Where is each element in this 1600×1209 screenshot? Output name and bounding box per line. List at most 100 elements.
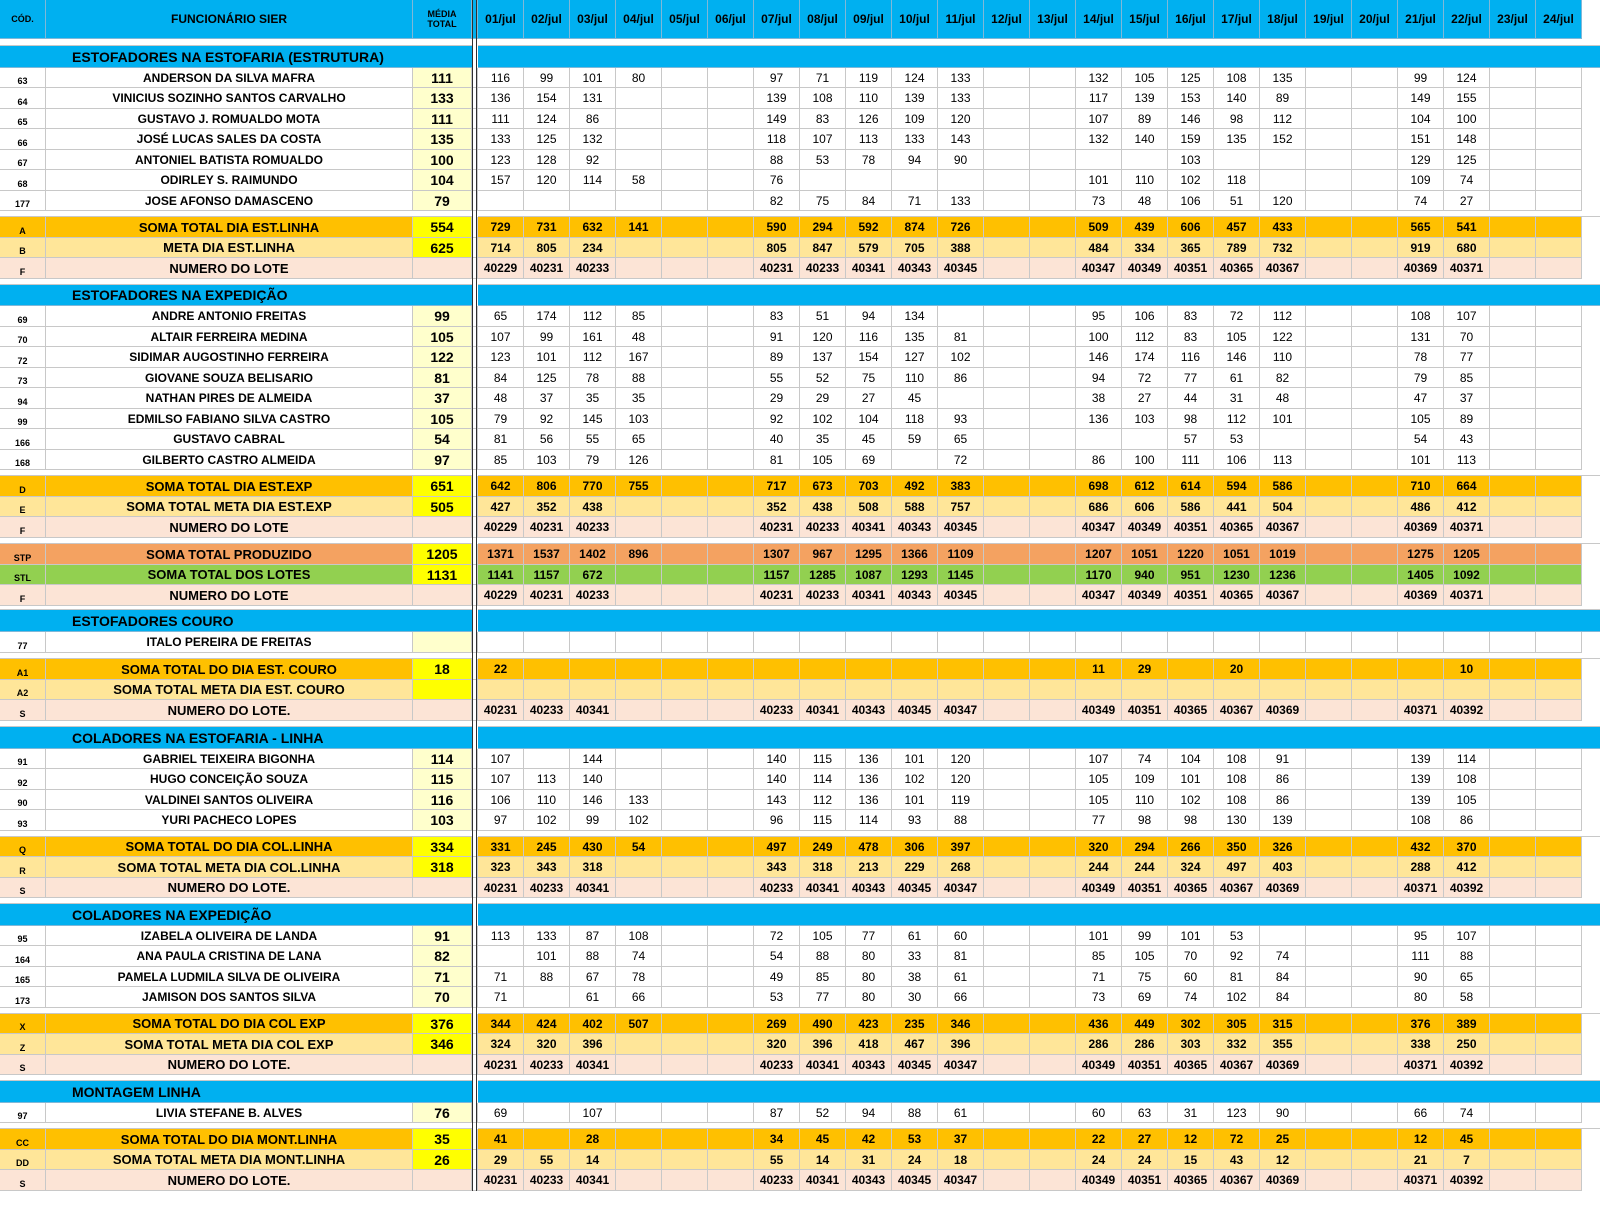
day-cell[interactable]: 40351 xyxy=(1168,517,1214,538)
day-cell[interactable]: 85 xyxy=(1444,368,1490,388)
employee-name[interactable]: ITALO PEREIRA DE FREITAS xyxy=(46,632,413,653)
day-cell[interactable] xyxy=(1030,857,1076,878)
day-cell[interactable] xyxy=(984,632,1030,653)
header-funcionario[interactable]: FUNCIONÁRIO SIER xyxy=(46,0,413,39)
day-cell[interactable]: 107 xyxy=(478,749,524,769)
day-cell[interactable] xyxy=(1030,544,1076,565)
day-cell[interactable] xyxy=(1306,450,1352,470)
day-cell[interactable] xyxy=(524,632,570,653)
day-cell[interactable]: 389 xyxy=(1444,1014,1490,1034)
day-cell[interactable] xyxy=(1306,857,1352,878)
day-cell[interactable]: 116 xyxy=(1168,347,1214,368)
day-cell[interactable] xyxy=(1306,306,1352,327)
day-cell[interactable] xyxy=(1490,450,1536,470)
day-cell[interactable] xyxy=(1122,429,1168,450)
header-cod[interactable]: CÓD. xyxy=(0,0,46,39)
day-cell[interactable]: 40345 xyxy=(938,258,984,279)
day-cell[interactable] xyxy=(1352,987,1398,1008)
day-cell[interactable]: 124 xyxy=(1444,68,1490,88)
day-cell[interactable]: 102 xyxy=(524,810,570,831)
day-cell[interactable]: 412 xyxy=(1444,497,1490,517)
day-cell[interactable]: 133 xyxy=(524,926,570,946)
day-cell[interactable]: 664 xyxy=(1444,476,1490,497)
day-cell[interactable]: 120 xyxy=(938,109,984,129)
media-total[interactable] xyxy=(413,700,472,721)
total-label[interactable]: SOMA TOTAL DO DIA MONT.LINHA xyxy=(46,1129,413,1150)
media-total[interactable]: 76 xyxy=(413,1103,472,1123)
day-cell[interactable]: 698 xyxy=(1076,476,1122,497)
day-cell[interactable] xyxy=(1536,68,1582,88)
day-cell[interactable]: 302 xyxy=(1168,1014,1214,1034)
day-cell[interactable] xyxy=(984,306,1030,327)
day-cell[interactable]: 107 xyxy=(478,327,524,347)
day-cell[interactable] xyxy=(1536,217,1582,238)
day-cell[interactable] xyxy=(984,967,1030,987)
day-cell[interactable] xyxy=(1536,450,1582,470)
day-cell[interactable] xyxy=(1352,497,1398,517)
day-cell[interactable]: 98 xyxy=(1214,109,1260,129)
day-cell[interactable]: 105 xyxy=(1398,409,1444,429)
day-cell[interactable]: 40343 xyxy=(892,258,938,279)
day-cell[interactable] xyxy=(1536,368,1582,388)
day-cell[interactable] xyxy=(938,632,984,653)
day-cell[interactable]: 40345 xyxy=(892,1170,938,1191)
total-label[interactable]: NUMERO DO LOTE xyxy=(46,258,413,279)
day-cell[interactable] xyxy=(1352,347,1398,368)
day-cell[interactable]: 86 xyxy=(1260,769,1306,790)
day-cell[interactable]: 726 xyxy=(938,217,984,238)
day-cell[interactable]: 74 xyxy=(1398,191,1444,211)
day-cell[interactable] xyxy=(984,476,1030,497)
media-total[interactable]: 1205 xyxy=(413,544,472,565)
day-cell[interactable]: 99 xyxy=(1122,926,1168,946)
day-cell[interactable] xyxy=(1306,109,1352,129)
day-cell[interactable]: 457 xyxy=(1214,217,1260,238)
employee-name[interactable]: GABRIEL TEIXEIRA BIGONHA xyxy=(46,749,413,769)
day-cell[interactable]: 141 xyxy=(616,217,662,238)
day-cell[interactable]: 161 xyxy=(570,327,616,347)
day-cell[interactable]: 74 xyxy=(616,946,662,967)
day-cell[interactable] xyxy=(1536,1170,1582,1191)
day-cell[interactable] xyxy=(524,1129,570,1150)
day-cell[interactable]: 140 xyxy=(1122,129,1168,150)
media-total[interactable]: 111 xyxy=(413,68,472,88)
day-cell[interactable]: 120 xyxy=(938,769,984,790)
day-cell[interactable]: 1402 xyxy=(570,544,616,565)
day-cell[interactable]: 112 xyxy=(1260,306,1306,327)
day-cell[interactable]: 69 xyxy=(846,450,892,470)
day-cell[interactable]: 40369 xyxy=(1398,258,1444,279)
day-cell[interactable]: 89 xyxy=(1122,109,1168,129)
header-day-10-jul[interactable]: 10/jul xyxy=(892,0,938,39)
day-cell[interactable]: 40229 xyxy=(478,258,524,279)
day-cell[interactable]: 76 xyxy=(754,170,800,191)
day-cell[interactable]: 294 xyxy=(800,217,846,238)
day-cell[interactable]: 967 xyxy=(800,544,846,565)
media-total[interactable]: 105 xyxy=(413,327,472,347)
day-cell[interactable]: 770 xyxy=(570,476,616,497)
day-cell[interactable]: 40371 xyxy=(1398,1055,1444,1075)
day-cell[interactable]: 383 xyxy=(938,476,984,497)
day-cell[interactable] xyxy=(1306,790,1352,810)
day-cell[interactable] xyxy=(1536,1103,1582,1123)
day-cell[interactable]: 106 xyxy=(478,790,524,810)
day-cell[interactable]: 396 xyxy=(570,1034,616,1055)
day-cell[interactable] xyxy=(1030,926,1076,946)
day-cell[interactable]: 40233 xyxy=(754,1055,800,1075)
day-cell[interactable]: 136 xyxy=(478,88,524,109)
day-cell[interactable]: 40392 xyxy=(1444,878,1490,898)
day-cell[interactable] xyxy=(708,1170,754,1191)
total-label[interactable]: SOMA TOTAL META DIA EST. COURO xyxy=(46,680,413,700)
day-cell[interactable]: 40341 xyxy=(846,517,892,538)
day-cell[interactable]: 40351 xyxy=(1168,585,1214,606)
day-cell[interactable]: 680 xyxy=(1444,238,1490,258)
day-cell[interactable]: 315 xyxy=(1260,1014,1306,1034)
day-cell[interactable]: 486 xyxy=(1398,497,1444,517)
day-cell[interactable]: 37 xyxy=(1444,388,1490,409)
day-cell[interactable] xyxy=(1490,680,1536,700)
total-label[interactable]: SOMA TOTAL META DIA COL EXP xyxy=(46,1034,413,1055)
day-cell[interactable] xyxy=(1030,1103,1076,1123)
day-cell[interactable] xyxy=(708,967,754,987)
day-cell[interactable]: 22 xyxy=(478,659,524,680)
day-cell[interactable]: 101 xyxy=(570,68,616,88)
day-cell[interactable] xyxy=(1122,150,1168,170)
day-cell[interactable]: 40341 xyxy=(800,1055,846,1075)
